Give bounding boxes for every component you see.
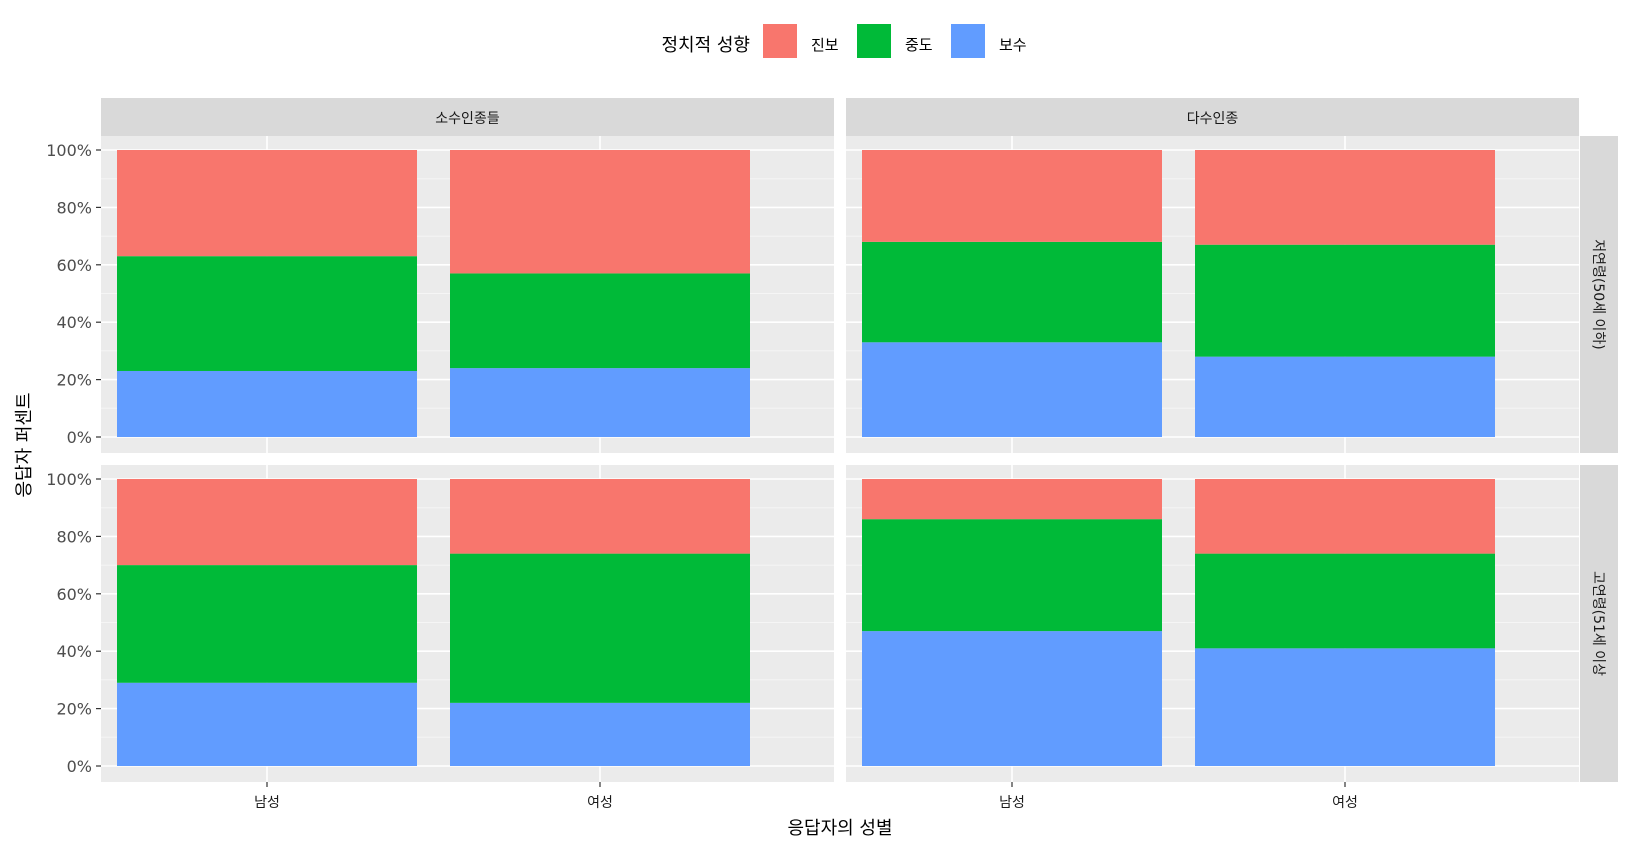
bar-보수-여성	[450, 368, 750, 437]
bar-진보-남성	[117, 479, 417, 566]
bar-보수-남성	[862, 342, 1162, 437]
y-tick-label: 40%	[56, 313, 92, 332]
y-axis-title: 응답자 퍼센트	[14, 392, 35, 497]
bar-보수-여성	[1195, 648, 1495, 766]
bar-중도-남성	[117, 256, 417, 371]
bar-보수-여성	[450, 702, 750, 766]
bar-중도-여성	[450, 273, 750, 369]
legend-key-2	[951, 24, 985, 58]
legend-key-1	[857, 24, 891, 58]
x-axis-title: 응답자의 성별	[787, 818, 892, 839]
y-tick-label: 100%	[46, 141, 92, 160]
facet-label-row-1: 고연령(51세 이상	[1590, 571, 1606, 676]
y-tick-label: 40%	[56, 642, 92, 661]
bar-보수-남성	[862, 631, 1162, 766]
bar-진보-남성	[862, 150, 1162, 242]
bar-중도-남성	[862, 241, 1162, 343]
legend-key-0	[763, 24, 797, 58]
legend-label-0: 진보	[811, 36, 839, 54]
bar-중도-여성	[1195, 553, 1495, 649]
legend-label-1: 중도	[905, 36, 933, 54]
y-tick-label: 0%	[67, 757, 92, 776]
bar-보수-여성	[1195, 356, 1495, 437]
legend: 정치적 성향 진보 중도 보수	[661, 24, 1027, 58]
bar-진보-남성	[117, 150, 417, 257]
legend-title: 정치적 성향	[661, 35, 750, 56]
bar-진보-남성	[862, 479, 1162, 520]
facet-strip-col-1	[846, 98, 1579, 136]
bar-중도-남성	[862, 519, 1162, 632]
y-tick-label: 60%	[56, 256, 92, 275]
y-tick-label: 60%	[56, 585, 92, 604]
facet-strip-row-0	[1580, 136, 1618, 453]
x-tick-label: 남성	[254, 795, 280, 811]
facet-strip-col-0	[101, 98, 834, 136]
bar-중도-여성	[450, 553, 750, 703]
x-tick-label: 남성	[999, 795, 1025, 811]
bar-중도-남성	[117, 565, 417, 683]
facet-strip-row-1	[1580, 465, 1618, 782]
bar-보수-남성	[117, 370, 417, 437]
x-tick-label: 여성	[1332, 795, 1358, 811]
bar-보수-남성	[117, 682, 417, 766]
y-tick-label: 0%	[67, 428, 92, 447]
bar-중도-여성	[1195, 244, 1495, 357]
y-tick-label: 100%	[46, 470, 92, 489]
legend-items: 진보 중도 보수	[763, 24, 1027, 58]
y-tick-label: 80%	[56, 527, 92, 546]
facet-label-col-1: 다수인종	[1187, 111, 1239, 127]
facet-label-row-0: 저연령(50세 이하)	[1590, 239, 1606, 349]
y-tick-label: 80%	[56, 198, 92, 217]
legend-label-2: 보수	[999, 36, 1027, 54]
bar-진보-여성	[1195, 479, 1495, 554]
x-tick-label: 여성	[587, 795, 613, 811]
y-tick-label: 20%	[56, 371, 92, 390]
bar-진보-여성	[450, 479, 750, 554]
bar-진보-여성	[450, 150, 750, 274]
facet-label-col-0: 소수인종들	[435, 111, 500, 127]
bar-진보-여성	[1195, 150, 1495, 245]
y-tick-label: 20%	[56, 700, 92, 719]
